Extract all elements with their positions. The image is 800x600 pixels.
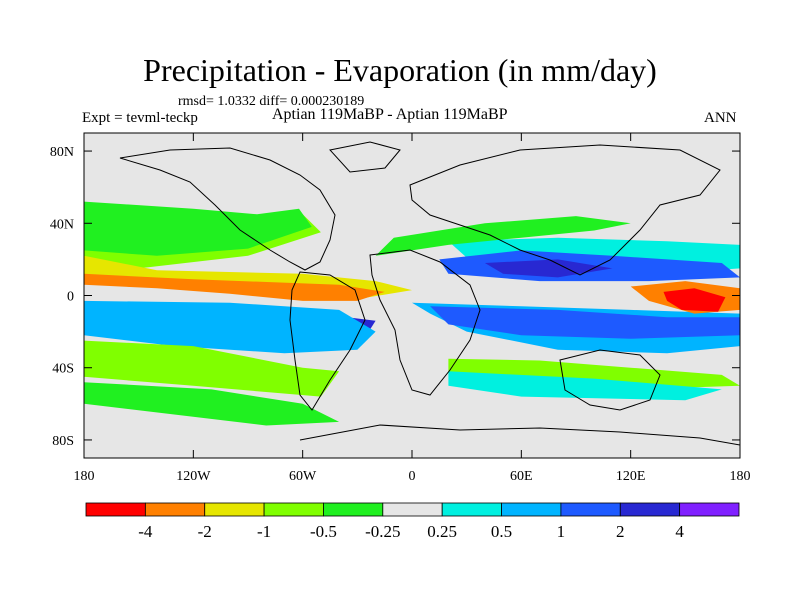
field-region-17 bbox=[375, 216, 631, 256]
colorbar-box-4 bbox=[323, 502, 384, 517]
field-region-3 bbox=[84, 273, 385, 301]
colorbar-box-0 bbox=[85, 502, 146, 517]
colorbar-box-8 bbox=[560, 502, 621, 517]
colorbar-label-4: -0.25 bbox=[365, 522, 400, 541]
colorbar-box-2 bbox=[204, 502, 265, 517]
colorbar-box-6 bbox=[441, 502, 502, 517]
coastline-eurasia bbox=[409, 144, 721, 276]
field-region-16 bbox=[448, 371, 722, 401]
coastlines bbox=[119, 141, 740, 446]
map-subtitle: Aptian 119MaBP - Aptian 119MaBP bbox=[272, 106, 508, 123]
colorbar-box-3 bbox=[263, 502, 324, 517]
colorbar: -4 -2 -1 -0.5 -0.25 0.25 0.5 1 2 4 bbox=[85, 502, 740, 541]
stats-line: rmsd= 1.0332 diff= 0.000230189 bbox=[178, 94, 365, 109]
colorbar-box-5 bbox=[382, 502, 443, 517]
map-title: Precipitation - Evaporation (in mm/day) bbox=[143, 52, 657, 88]
experiment-label: Expt = tevml-teckp bbox=[82, 110, 198, 126]
coastline-africa bbox=[369, 249, 481, 396]
colorbar-label-9: 4 bbox=[675, 522, 684, 541]
colorbar-label-0: -4 bbox=[138, 522, 153, 541]
x-tick-label-1: 120W bbox=[176, 469, 211, 484]
x-tick-label-4: 60E bbox=[510, 469, 533, 484]
colorbar-label-5: 0.25 bbox=[427, 522, 457, 541]
y-tick-label-2: 0 bbox=[67, 290, 74, 305]
coastline-antarctica bbox=[299, 424, 740, 446]
colorbar-box-1 bbox=[144, 502, 206, 517]
field-region-12 bbox=[430, 306, 740, 339]
field-regions bbox=[84, 201, 740, 426]
coastline-south-america bbox=[289, 271, 366, 411]
field-region-5 bbox=[84, 300, 376, 354]
colorbar-label-1: -2 bbox=[198, 522, 212, 541]
coastline-north-america bbox=[119, 147, 336, 271]
colorbar-label-3: -0.5 bbox=[310, 522, 337, 541]
x-tick-label-3: 0 bbox=[409, 469, 416, 484]
x-tick-label-6: 180 bbox=[730, 469, 751, 484]
x-tick-label-0: 180 bbox=[74, 469, 95, 484]
field-region-6 bbox=[84, 340, 340, 397]
x-tick-label-2: 60W bbox=[289, 469, 317, 484]
colorbar-label-2: -1 bbox=[257, 522, 271, 541]
colorbar-label-6: 0.5 bbox=[491, 522, 512, 541]
y-tick-label-3: 40S bbox=[52, 362, 74, 377]
coastline-australia bbox=[559, 349, 661, 411]
coastline-greenland bbox=[329, 141, 401, 173]
colorbar-label-7: 1 bbox=[557, 522, 566, 541]
y-tick-label-4: 80S bbox=[52, 434, 74, 449]
colorbar-label-8: 2 bbox=[616, 522, 625, 541]
colorbar-box-7 bbox=[501, 502, 562, 517]
field-region-1 bbox=[84, 201, 312, 256]
colorbar-box-9 bbox=[619, 502, 681, 517]
y-tick-label-1: 40N bbox=[50, 217, 74, 232]
field-region-14 bbox=[663, 288, 726, 312]
x-axis: 180 120W 60W 0 60E 120E 180 bbox=[74, 133, 751, 484]
season-label: ANN bbox=[704, 110, 737, 126]
field-region-7 bbox=[84, 382, 340, 426]
y-tick-label-0: 80N bbox=[50, 145, 74, 160]
x-tick-label-5: 120E bbox=[616, 469, 646, 484]
field-region-10 bbox=[484, 259, 613, 278]
y-axis: 80N 40N 0 40S 80S bbox=[50, 145, 740, 449]
colorbar-box-10 bbox=[679, 502, 740, 517]
